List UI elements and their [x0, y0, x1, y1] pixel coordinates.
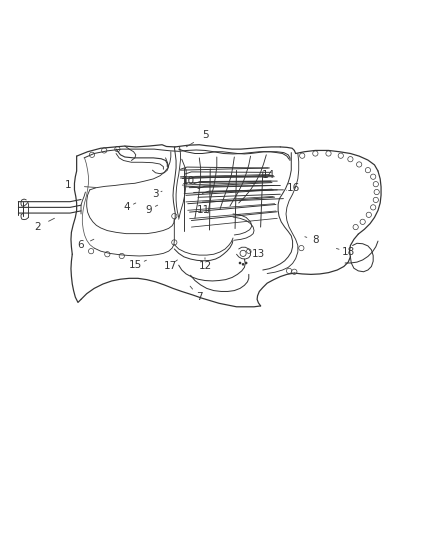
- Text: 15: 15: [129, 260, 142, 270]
- Text: 16: 16: [287, 183, 300, 192]
- Circle shape: [242, 263, 244, 265]
- Text: 10: 10: [182, 176, 195, 186]
- Text: 4: 4: [124, 203, 131, 212]
- Text: 14: 14: [261, 169, 275, 180]
- Text: 9: 9: [145, 205, 152, 215]
- Text: 5: 5: [202, 130, 209, 140]
- Circle shape: [245, 262, 247, 264]
- Circle shape: [239, 262, 241, 264]
- Text: 18: 18: [342, 247, 355, 257]
- Text: 1: 1: [64, 181, 71, 190]
- Text: 17: 17: [163, 261, 177, 271]
- Text: 13: 13: [252, 249, 265, 259]
- Text: 3: 3: [152, 189, 159, 199]
- Text: 7: 7: [196, 292, 203, 302]
- Text: 6: 6: [78, 240, 85, 251]
- Text: 8: 8: [312, 235, 319, 245]
- Text: 11: 11: [197, 205, 210, 215]
- Text: 12: 12: [198, 261, 212, 271]
- Text: 2: 2: [34, 222, 41, 232]
